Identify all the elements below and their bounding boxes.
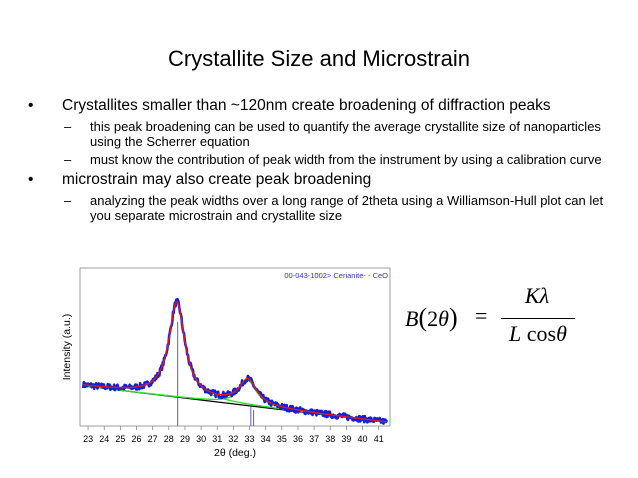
x-tick-label-34: 34 <box>261 434 271 444</box>
xrd-chart: 23 24 25 26 27 28 29 30 31 32 33 34 35 36 37 38 39 40 41 2θ… <box>61 267 391 459</box>
y-axis-label: Intensity (a.u.) <box>61 314 73 381</box>
bullet-2: • microstrain may also create peak broad… <box>28 170 618 189</box>
x-tick-label-30: 30 <box>196 434 206 444</box>
x-tick-label-24: 24 <box>99 434 109 444</box>
x-tick-label-25: 25 <box>115 434 125 444</box>
slide-title: Crystallite Size and Microstrain <box>168 46 470 71</box>
x-tick-label-33: 33 <box>245 434 255 444</box>
sub-bullet-marker: – <box>64 119 72 134</box>
x-tick-label-38: 38 <box>325 434 335 444</box>
sub-bullet-1-2-text: must know the contribution of peak width… <box>90 152 602 167</box>
lhs-symbol: B <box>405 306 419 331</box>
sub-bullet-1-2: – must know the contribution of peak wid… <box>28 152 618 167</box>
bullet-1-text: Crystallites smaller than ~120nm create … <box>62 97 551 114</box>
x-tick-label-26: 26 <box>132 434 142 444</box>
x-tick-label-27: 27 <box>148 434 158 444</box>
lhs-number: 2 <box>427 306 439 331</box>
fit-curve <box>83 300 387 423</box>
xrd-figure: 23 24 25 26 27 28 29 30 31 32 33 34 35 36 37 38 39 40 41 2θ… <box>60 256 410 466</box>
equation-numerator: Kλ <box>524 283 550 308</box>
den-theta: θ <box>556 321 567 346</box>
x-tick-label-41: 41 <box>374 434 384 444</box>
sub-bullet-2-1: – analyzing the peak widths over a long … <box>28 193 618 223</box>
bullet-marker: • <box>28 97 34 114</box>
x-tick-label-32: 32 <box>228 434 238 444</box>
lhs-close-paren: ) <box>448 303 458 332</box>
sub-bullet-2-1-text: analyzing the peak widths over a long ra… <box>90 193 604 223</box>
x-tick-label-23: 23 <box>83 434 93 444</box>
bullet-1: • Crystallites smaller than ~120nm creat… <box>28 96 618 115</box>
observed-data <box>81 297 389 425</box>
x-tick-label-37: 37 <box>309 434 319 444</box>
lhs-theta: θ <box>438 306 449 331</box>
x-axis-label: 2θ (deg.) <box>214 447 256 459</box>
scherrer-equation: B(2θ) = Kλ L cosθ <box>405 283 575 355</box>
x-tick-label-40: 40 <box>358 434 368 444</box>
equals-sign: = <box>475 303 488 328</box>
den-L: L <box>509 321 522 346</box>
bullet-list: • Crystallites smaller than ~120nm creat… <box>28 96 618 226</box>
x-tick-label-29: 29 <box>180 434 190 444</box>
sub-bullet-1-1-text: this peak broadening can be used to quan… <box>90 119 601 149</box>
bullet-2-text: microstrain may also create peak broaden… <box>62 171 372 188</box>
sub-bullet-1-1: – this peak broadening can be used to qu… <box>28 119 618 149</box>
sub-bullet-marker: – <box>64 152 72 167</box>
den-cos: cos <box>521 321 557 346</box>
x-tick-label-36: 36 <box>293 434 303 444</box>
equation-lhs: B(2θ) <box>405 303 458 333</box>
equation-denominator: L cosθ <box>501 321 575 347</box>
plot-frame <box>79 267 391 427</box>
bullet-marker: • <box>28 171 34 188</box>
lhs-open-paren: ( <box>418 303 428 332</box>
fraction-bar <box>501 318 575 319</box>
x-tick-label-35: 35 <box>277 434 287 444</box>
x-tick-label-28: 28 <box>164 434 174 444</box>
chart-legend: 00-043-1002> Cerianite- - CeO <box>284 271 388 280</box>
sub-bullet-marker: – <box>64 193 72 208</box>
x-tick-label-31: 31 <box>212 434 222 444</box>
x-tick-label-39: 39 <box>341 434 351 444</box>
